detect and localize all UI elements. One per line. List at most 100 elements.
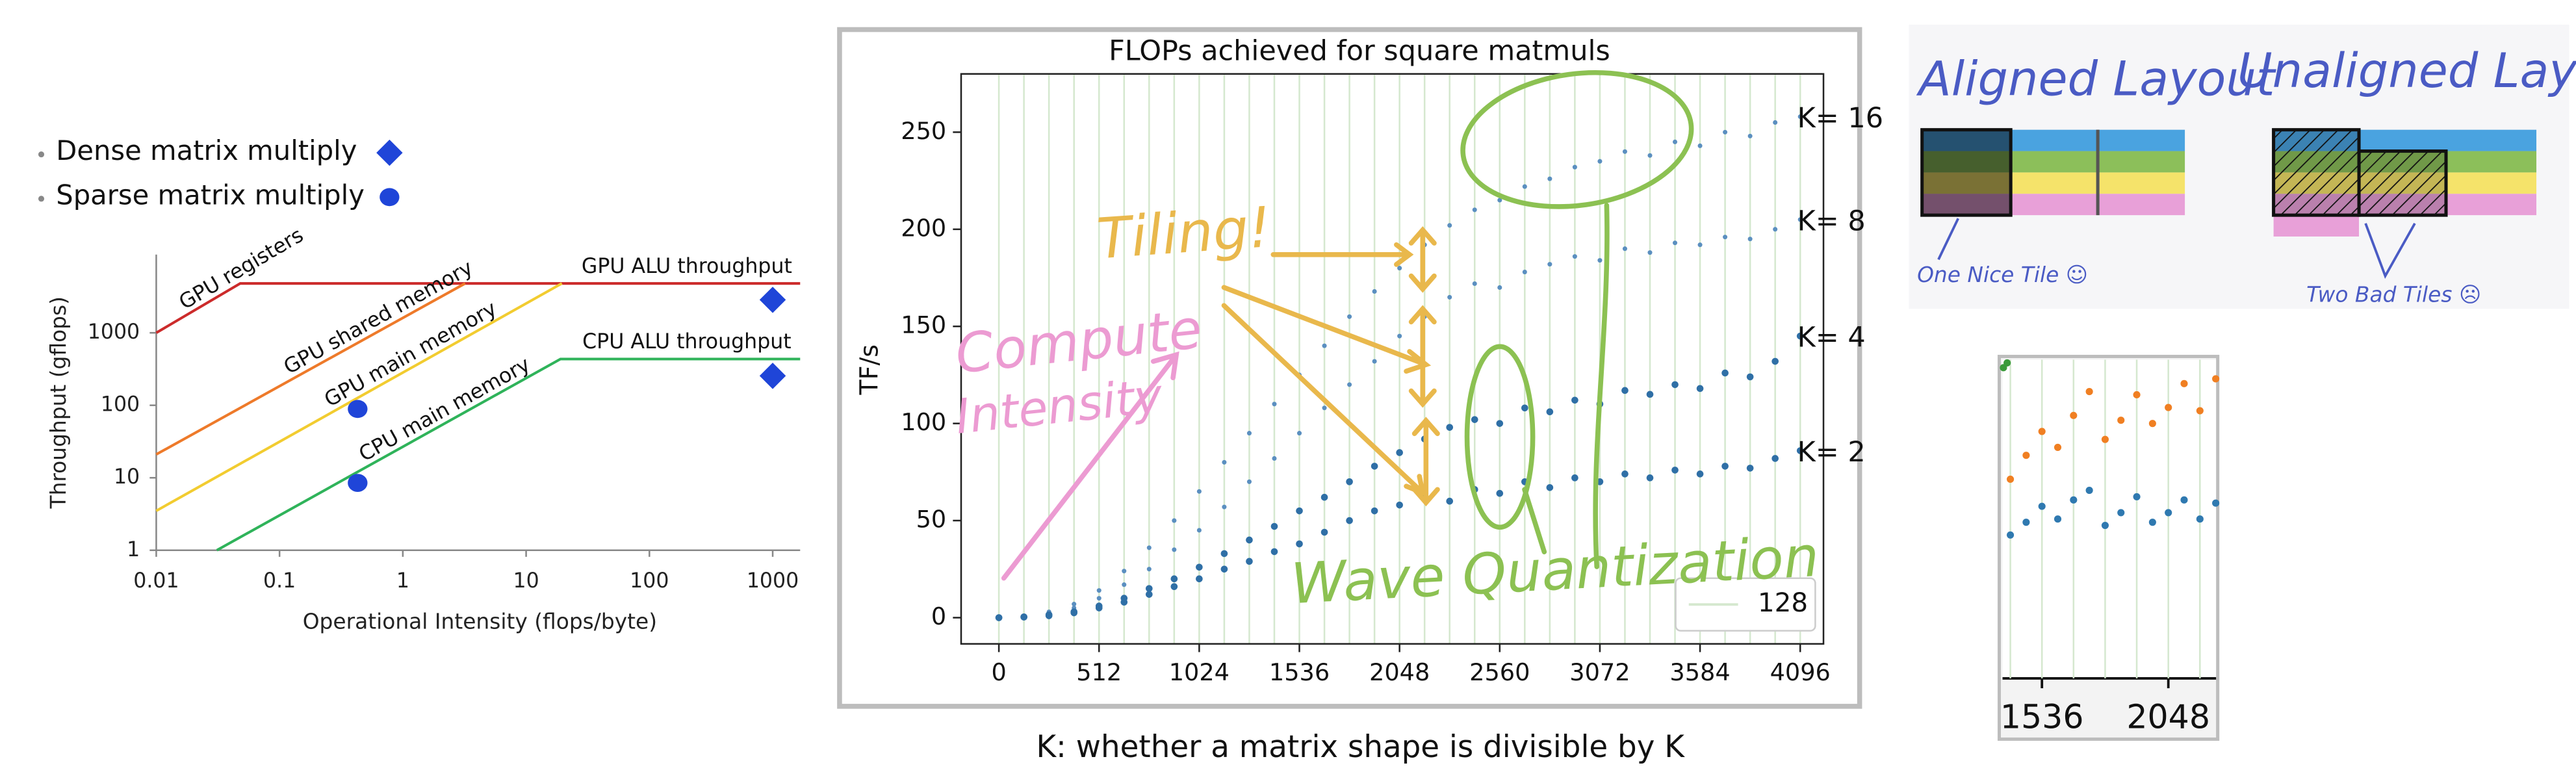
point [1020, 613, 1027, 621]
point [1497, 285, 1502, 290]
point [1597, 258, 1603, 263]
point [1045, 612, 1053, 619]
point [1522, 184, 1527, 189]
diagram-title: Aligned Layout [1916, 51, 2276, 107]
point [1145, 591, 1153, 598]
point [1621, 470, 1629, 478]
point [1346, 517, 1353, 524]
x-tick-label: 100 [630, 569, 669, 593]
diagram-title: Unaligned Layout [2237, 44, 2576, 99]
point [1095, 604, 1103, 611]
stripe [2273, 215, 2360, 237]
point [1696, 385, 1704, 392]
x-tick-label: 0.01 [133, 569, 179, 593]
point [2007, 531, 2015, 539]
point [1721, 369, 1729, 377]
point [1621, 387, 1629, 394]
point [1170, 575, 1178, 583]
point [1471, 416, 1478, 423]
point [1547, 262, 1552, 267]
point [1446, 424, 1454, 431]
y-tick-label: 1000 [88, 320, 140, 344]
aligned-stripes [1920, 128, 2185, 261]
point [1797, 217, 1803, 222]
point [2070, 411, 2078, 419]
y-axis-label: TF/s [855, 344, 883, 395]
point [2180, 380, 2188, 387]
inset-chart: 1536 2048 [2000, 359, 2220, 736]
point [1496, 489, 1504, 497]
point [1347, 382, 1352, 387]
point [1347, 314, 1352, 319]
double-arrow [1408, 226, 1437, 293]
x-tick-label: 2048 [2126, 698, 2210, 736]
point [1697, 143, 1703, 148]
point [1771, 357, 1779, 365]
point [1797, 114, 1803, 120]
y-tick-label: 100 [901, 408, 946, 436]
point [1220, 565, 1228, 573]
y-tick-label: 250 [901, 117, 946, 145]
x-tick-label: 0.1 [263, 569, 296, 593]
point [1547, 176, 1552, 181]
roof-line [216, 357, 801, 552]
point [1172, 547, 1177, 552]
point [2038, 502, 2046, 510]
legend-bullet [38, 151, 45, 158]
plot-border [960, 73, 1825, 645]
ellipse [1460, 70, 1694, 209]
point [1747, 133, 1753, 138]
legend-marker [376, 139, 403, 166]
y-axis-label: Throughput (gflops) [46, 296, 71, 509]
caption: K: whether a matrix shape is divisible b… [1037, 730, 1686, 765]
point [2101, 521, 2109, 530]
arrow [1270, 242, 1414, 267]
y-tick-label: 200 [901, 214, 946, 242]
point [2070, 496, 2078, 504]
point [1447, 294, 1452, 300]
point [995, 614, 1003, 621]
point [2180, 496, 2188, 504]
x-tick-label: 512 [1076, 658, 1122, 686]
point [1146, 567, 1152, 572]
point [2007, 475, 2015, 483]
x-tick-label: 10 [513, 569, 539, 593]
point [1320, 528, 1328, 536]
x-tick-label: 1 [396, 569, 409, 593]
legend-label: Sparse matrix multiply [56, 179, 365, 211]
chart-title: FLOPs achieved for square matmuls [1109, 34, 1610, 67]
point [2101, 435, 2109, 443]
point [1320, 493, 1328, 501]
point [1371, 507, 1378, 515]
point [1322, 343, 1327, 348]
point [1796, 447, 1804, 454]
ellipse [1464, 344, 1536, 530]
y-tick-label: 0 [931, 602, 946, 630]
roof-line [155, 282, 563, 512]
roof-line [155, 282, 801, 334]
series-label: K= 2 [1797, 436, 1866, 469]
point [2165, 404, 2172, 411]
point [1396, 449, 1403, 456]
point [1096, 596, 1101, 601]
pointer [1937, 218, 1959, 261]
line-label: GPU registers [175, 224, 308, 315]
point [1270, 548, 1278, 556]
x-tick-label: 3584 [1669, 658, 1730, 686]
y-tick-label: 1 [127, 538, 140, 561]
point [1120, 598, 1128, 606]
point [1070, 609, 1078, 617]
legend-bullet [38, 196, 45, 202]
point [1723, 129, 1728, 135]
point [1546, 483, 1554, 491]
x-tick-label: 0 [991, 658, 1006, 686]
point [1622, 149, 1627, 154]
point [2054, 515, 2062, 523]
roof-line [155, 282, 466, 456]
point [1272, 402, 1277, 407]
tile [2357, 149, 2448, 217]
point [1170, 583, 1178, 590]
point [1447, 223, 1452, 228]
point [2054, 443, 2062, 451]
annotation: CPU ALU throughput [582, 330, 792, 354]
